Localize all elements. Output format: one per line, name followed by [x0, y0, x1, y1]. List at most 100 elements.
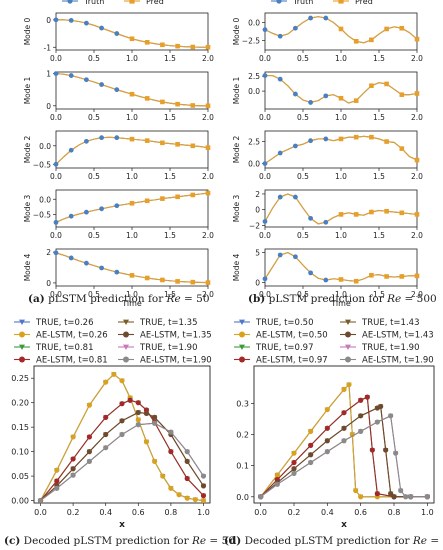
pred-point: [399, 274, 405, 279]
pred-point: [414, 212, 420, 217]
x-tick-label: 1.0: [126, 54, 138, 63]
pred-point: [384, 26, 389, 32]
data-point: [86, 458, 93, 465]
legend: Truth Pred: [62, 0, 164, 6]
x-tick-label: 0.5: [88, 113, 100, 122]
axes-frame: [33, 365, 211, 504]
data-point: [135, 400, 141, 406]
data-point: [119, 401, 125, 407]
truth-point: [68, 18, 74, 23]
x-tick-label: 0.5: [88, 54, 100, 63]
series: [258, 413, 430, 500]
caption-c: (c) Decoded pLSTM prediction for Re = 50: [4, 535, 235, 547]
data-point: [151, 414, 158, 420]
pred-point: [160, 140, 165, 146]
data-point: [358, 397, 364, 403]
pred-point: [369, 134, 374, 140]
legend-marker: [276, 0, 282, 4]
mode-4-panel: 2 0 0.0 0.5 1.0 1.5 2.0 Mode 4: [23, 248, 214, 299]
truth-point: [114, 203, 120, 209]
data-point: [176, 492, 182, 498]
truth-point: [99, 135, 104, 141]
pred-point: [190, 44, 196, 50]
legend-marker: [67, 0, 73, 4]
legend-label: Truth: [292, 0, 313, 6]
legend-label: AE-LSTM, t=1.90: [140, 356, 212, 366]
pred-point: [129, 273, 135, 278]
x-tick-label: 2.0: [202, 113, 214, 122]
pred-point: [384, 139, 389, 144]
x-tick-label: 1.5: [164, 231, 176, 240]
truth-line: [264, 193, 418, 225]
axes-frame: [264, 71, 418, 110]
data-point: [184, 449, 190, 455]
x-tick-label: 0.0: [50, 172, 62, 181]
x-tick-label: 1.5: [164, 113, 176, 122]
pred-point: [160, 42, 165, 48]
y-tick-label: 0.2: [236, 431, 249, 440]
data-point: [86, 449, 93, 455]
legend-label: AE-LSTM, t=1.43: [362, 331, 434, 341]
caption-a: (a) pLSTM prediction for Re = 50: [28, 293, 210, 305]
x-tick-label: 0.5: [297, 290, 309, 299]
legend-marker: [19, 319, 25, 325]
data-point: [378, 403, 384, 410]
caption-d: (d) Decoded pLSTM prediction for Re = 50…: [224, 535, 443, 547]
pred-point: [369, 272, 374, 278]
legend-label: AE-LSTM, t=0.97: [256, 356, 328, 366]
truth-point: [293, 194, 298, 200]
x-tick-label: 1.0: [335, 231, 347, 240]
legend-label: TRUE, t=0.50: [255, 318, 313, 328]
x-tick-label: 2.0: [202, 231, 214, 240]
x-tick-label: 1.0: [197, 508, 210, 517]
data-point: [70, 456, 76, 462]
pred-point: [144, 138, 150, 143]
pred-point: [129, 36, 135, 42]
x-tick-label: 1.0: [421, 508, 434, 517]
y-axis-label: Mode 3: [232, 194, 241, 222]
data-point: [364, 394, 370, 400]
data-point: [358, 428, 364, 434]
x-tick-label: 0.0: [259, 231, 271, 240]
data-point: [37, 497, 44, 504]
y-tick-label: 2.5: [248, 138, 260, 147]
x-tick-label: 1.0: [126, 172, 138, 181]
truth-point: [277, 76, 283, 82]
x-tick-label: 0.0: [50, 113, 62, 122]
x-tick-label: 1.0: [335, 172, 347, 181]
y-axis-label: Mode 3: [23, 194, 32, 222]
data-point: [291, 450, 297, 456]
data-point: [143, 439, 150, 445]
data-point: [291, 466, 297, 472]
data-point: [135, 409, 141, 416]
data-point: [151, 458, 158, 465]
legend-label: Truth: [83, 0, 104, 6]
legend-marker: [345, 344, 351, 350]
x-tick-label: 0.5: [297, 113, 309, 122]
legend-label: TRUE, t=1.43: [361, 318, 419, 328]
pred-point: [369, 83, 374, 89]
x-axis-label: Time: [121, 299, 142, 308]
y-tick-label: 1: [46, 70, 51, 79]
legend: TRUE, t=0.26 AE-LSTM, t=0.26 TRUE, t=0.81 A…: [14, 318, 212, 366]
x-tick-label: 0.2: [67, 508, 80, 517]
y-tick-label: 0.0: [236, 493, 249, 502]
truth-point: [308, 15, 313, 21]
x-tick-label: 0.5: [88, 172, 100, 181]
y-tick-label: 0.0: [39, 142, 51, 151]
data-point: [119, 418, 125, 424]
data-point: [54, 478, 60, 484]
x-tick-label: 2.0: [202, 172, 214, 181]
truth-point: [323, 93, 329, 99]
series: [258, 403, 430, 500]
pred-line: [55, 192, 209, 223]
y-tick-label: 0.20: [11, 399, 29, 408]
data-point: [86, 402, 93, 408]
x-tick-label: 0.0: [259, 113, 271, 122]
data-point: [127, 397, 133, 403]
legend-marker: [123, 331, 129, 338]
data-point: [184, 475, 190, 482]
data-point: [135, 422, 141, 428]
legend-marker: [19, 356, 25, 363]
x-tick-label: 2.0: [202, 54, 214, 63]
